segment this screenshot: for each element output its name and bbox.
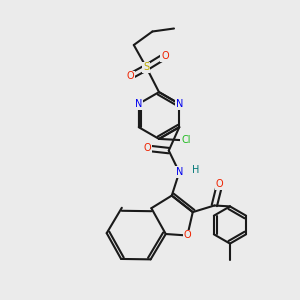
Text: Cl: Cl: [181, 135, 191, 146]
Text: O: O: [126, 71, 134, 82]
Text: O: O: [143, 143, 151, 153]
Text: N: N: [176, 167, 183, 177]
Text: N: N: [135, 99, 142, 109]
Text: O: O: [216, 179, 224, 189]
Text: N: N: [176, 99, 183, 109]
Text: O: O: [161, 51, 169, 61]
Text: H: H: [192, 165, 200, 175]
Text: S: S: [143, 62, 149, 73]
Text: O: O: [184, 230, 191, 241]
